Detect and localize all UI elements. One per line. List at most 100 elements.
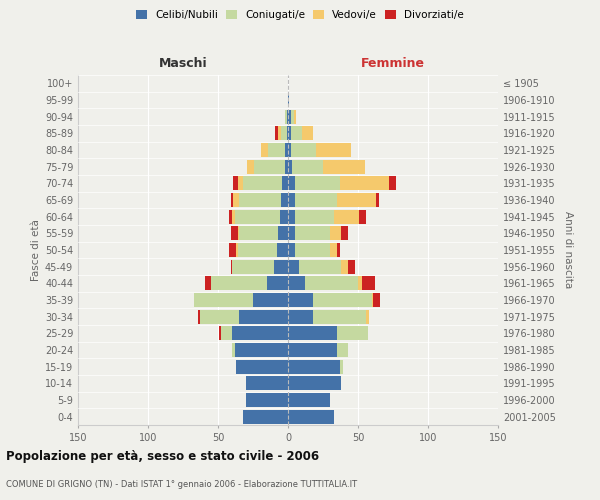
- Bar: [291, 110, 293, 124]
- Bar: [233, 176, 238, 190]
- Bar: [232, 343, 235, 357]
- Bar: [246, 393, 288, 407]
- Bar: [200, 310, 239, 324]
- Bar: [292, 160, 323, 174]
- Bar: [302, 126, 313, 140]
- Bar: [341, 260, 348, 274]
- Bar: [288, 176, 295, 190]
- Y-axis label: Anni di nascita: Anni di nascita: [563, 212, 572, 288]
- Bar: [230, 260, 232, 274]
- Bar: [299, 260, 341, 274]
- Bar: [337, 243, 340, 257]
- Bar: [236, 243, 238, 257]
- Bar: [246, 376, 288, 390]
- Bar: [239, 193, 281, 207]
- Bar: [283, 176, 288, 190]
- Bar: [278, 126, 281, 140]
- Bar: [281, 193, 288, 207]
- Bar: [254, 160, 285, 174]
- Bar: [293, 110, 296, 124]
- Bar: [230, 193, 233, 207]
- Bar: [295, 226, 330, 240]
- Legend: Celibi/Nubili, Coniugati/e, Vedovi/e, Divorziati/e: Celibi/Nubili, Coniugati/e, Vedovi/e, Di…: [136, 10, 464, 20]
- Bar: [235, 210, 280, 224]
- Bar: [288, 126, 291, 140]
- Bar: [262, 143, 268, 157]
- Bar: [334, 210, 359, 224]
- Bar: [281, 126, 287, 140]
- Bar: [337, 326, 368, 340]
- Bar: [205, 276, 211, 290]
- Bar: [288, 276, 305, 290]
- Bar: [288, 293, 313, 307]
- Bar: [243, 176, 283, 190]
- Bar: [232, 326, 288, 340]
- Bar: [230, 226, 238, 240]
- Bar: [288, 193, 295, 207]
- Bar: [288, 110, 291, 124]
- Bar: [305, 276, 358, 290]
- Bar: [340, 176, 389, 190]
- Bar: [229, 210, 232, 224]
- Bar: [247, 160, 254, 174]
- Bar: [285, 143, 288, 157]
- Bar: [373, 293, 380, 307]
- Bar: [277, 243, 288, 257]
- Bar: [221, 326, 232, 340]
- Bar: [316, 143, 351, 157]
- Bar: [340, 360, 343, 374]
- Bar: [288, 260, 299, 274]
- Bar: [267, 276, 288, 290]
- Bar: [288, 326, 337, 340]
- Bar: [359, 210, 367, 224]
- Bar: [211, 276, 267, 290]
- Bar: [239, 310, 288, 324]
- Bar: [239, 226, 278, 240]
- Bar: [288, 410, 334, 424]
- Bar: [278, 226, 288, 240]
- Bar: [253, 293, 288, 307]
- Bar: [313, 293, 372, 307]
- Text: COMUNE DI GRIGNO (TN) - Dati ISTAT 1° gennaio 2006 - Elaborazione TUTTITALIA.IT: COMUNE DI GRIGNO (TN) - Dati ISTAT 1° ge…: [6, 480, 357, 489]
- Bar: [288, 226, 295, 240]
- Bar: [291, 143, 316, 157]
- Bar: [313, 310, 367, 324]
- Bar: [288, 376, 341, 390]
- Bar: [288, 160, 292, 174]
- Bar: [287, 110, 288, 124]
- Bar: [291, 126, 302, 140]
- Bar: [238, 226, 239, 240]
- Bar: [236, 360, 288, 374]
- Text: Femmine: Femmine: [361, 57, 425, 70]
- Bar: [288, 393, 330, 407]
- Text: Maschi: Maschi: [158, 57, 208, 70]
- Bar: [288, 143, 291, 157]
- Bar: [285, 110, 287, 124]
- Bar: [280, 210, 288, 224]
- Bar: [243, 410, 288, 424]
- Bar: [323, 160, 365, 174]
- Bar: [199, 310, 200, 324]
- Bar: [288, 310, 313, 324]
- Bar: [288, 343, 337, 357]
- Bar: [330, 243, 337, 257]
- Bar: [367, 310, 369, 324]
- Bar: [232, 210, 235, 224]
- Bar: [194, 293, 253, 307]
- Bar: [288, 93, 289, 107]
- Text: Popolazione per età, sesso e stato civile - 2006: Popolazione per età, sesso e stato civil…: [6, 450, 319, 463]
- Bar: [376, 193, 379, 207]
- Bar: [389, 176, 396, 190]
- Bar: [295, 176, 340, 190]
- Bar: [295, 210, 334, 224]
- Bar: [330, 226, 341, 240]
- Bar: [341, 226, 348, 240]
- Bar: [238, 176, 243, 190]
- Bar: [220, 326, 221, 340]
- Bar: [274, 260, 288, 274]
- Bar: [362, 276, 375, 290]
- Y-axis label: Fasce di età: Fasce di età: [31, 219, 41, 281]
- Bar: [348, 260, 355, 274]
- Bar: [238, 243, 277, 257]
- Bar: [358, 276, 362, 290]
